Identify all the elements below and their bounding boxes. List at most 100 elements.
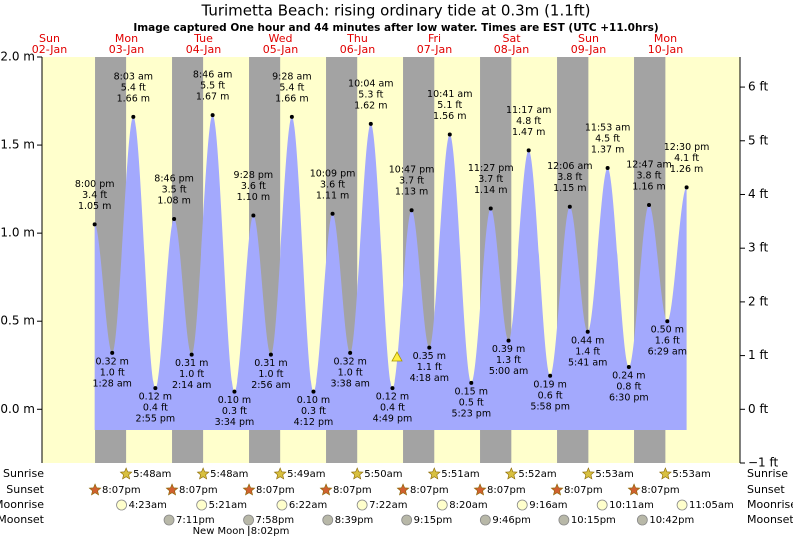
tide-label: 6:29 am bbox=[648, 347, 687, 358]
tide-label: 5.4 ft bbox=[279, 82, 304, 93]
sunset-icon bbox=[88, 483, 102, 496]
tide-label: 1:28 am bbox=[92, 378, 131, 389]
moonrise-icon bbox=[196, 499, 208, 511]
tide-label: 1.0 ft bbox=[338, 367, 363, 378]
day-name: Sat bbox=[502, 32, 521, 45]
tide-point bbox=[189, 352, 194, 357]
moonset-icon bbox=[163, 514, 175, 526]
tide-label: 1.11 m bbox=[316, 190, 349, 201]
tide-label: 5.4 ft bbox=[121, 82, 146, 93]
tide-label: 1.14 m bbox=[474, 185, 507, 196]
tide-label: 1.16 m bbox=[632, 181, 665, 192]
tide-label: 0.4 ft bbox=[143, 403, 168, 414]
tide-label: 1.62 m bbox=[354, 100, 387, 111]
tide-label: 5.3 ft bbox=[358, 89, 383, 100]
moonrise-time: 8:20am bbox=[449, 500, 487, 511]
tide-label: 3.6 ft bbox=[241, 181, 266, 192]
sunset-time: 8:07pm bbox=[641, 485, 680, 496]
tide-label: 4.8 ft bbox=[516, 116, 541, 127]
tide-point bbox=[409, 208, 414, 213]
y2-tick-label: 4 ft bbox=[748, 187, 768, 201]
tide-label: 5.1 ft bbox=[437, 100, 462, 111]
tide-point bbox=[210, 113, 215, 118]
y-tick-label: 1.5 m bbox=[0, 138, 35, 152]
tide-label: 11:17 am bbox=[506, 105, 551, 116]
moonset-icon bbox=[636, 514, 648, 526]
tide-point bbox=[526, 148, 531, 153]
sunset-icon bbox=[473, 483, 487, 496]
tide-label: 1.13 m bbox=[395, 187, 428, 198]
sunset-icon bbox=[396, 483, 410, 496]
tide-label: 1.56 m bbox=[433, 111, 466, 122]
sunset-time: 8:07pm bbox=[333, 485, 372, 496]
tide-label: 0.24 m bbox=[612, 371, 645, 382]
tide-label: 1.08 m bbox=[157, 196, 190, 207]
row-label-right: Moonrise bbox=[747, 498, 793, 511]
tide-point bbox=[506, 338, 511, 343]
tide-point bbox=[348, 350, 353, 355]
tide-label: 0.31 m bbox=[254, 358, 287, 369]
tide-point bbox=[172, 217, 177, 222]
tide-label: 1.66 m bbox=[117, 93, 150, 104]
moonrise-time: 6:22am bbox=[289, 500, 327, 511]
day-date: 09-Jan bbox=[571, 43, 607, 56]
sunrise-icon bbox=[581, 467, 595, 480]
moonrise-icon bbox=[116, 499, 127, 511]
tide-label: 0.31 m bbox=[175, 358, 208, 369]
moonset-icon bbox=[322, 514, 334, 526]
sunset-icon bbox=[165, 483, 179, 496]
moonset-time: 7:11pm bbox=[176, 515, 215, 526]
moonrise-time: 10:11am bbox=[609, 500, 654, 511]
tide-label: 2:55 pm bbox=[136, 414, 176, 425]
background-layer bbox=[42, 57, 740, 463]
moonrise-icon bbox=[436, 499, 448, 511]
tide-label: 8:46 am bbox=[193, 70, 232, 81]
tide-label: 0.8 ft bbox=[616, 382, 641, 393]
chart-subtitle: Image captured One hour and 44 minutes a… bbox=[133, 22, 658, 34]
y-tick-label: 1.0 m bbox=[0, 226, 35, 240]
row-label-left: Moonrise bbox=[0, 498, 44, 511]
moonrise-time: 9:16am bbox=[529, 500, 567, 511]
tide-label: 4:49 pm bbox=[373, 414, 413, 425]
day-name: Sun bbox=[39, 32, 60, 45]
day-date: 04-Jan bbox=[186, 43, 222, 56]
tide-label: 3.7 ft bbox=[478, 174, 503, 185]
moonset-icon bbox=[558, 514, 570, 526]
row-label-left: Sunset bbox=[6, 483, 44, 496]
sunrise-time: 5:48am bbox=[133, 469, 171, 480]
tide-point bbox=[153, 386, 158, 391]
tide-point bbox=[311, 389, 316, 394]
tide-point bbox=[110, 350, 115, 355]
moonrise-time: 7:22am bbox=[369, 500, 407, 511]
moonrise-icon bbox=[596, 499, 608, 511]
tide-point bbox=[488, 206, 493, 211]
tide-label: 0.32 m bbox=[95, 356, 128, 367]
moonrise-time: 4:23am bbox=[129, 500, 167, 511]
tide-label: 1.05 m bbox=[78, 201, 111, 212]
tide-label: 1.0 ft bbox=[100, 367, 125, 378]
tide-label: 10:41 am bbox=[427, 89, 472, 100]
day-date: 08-Jan bbox=[494, 43, 530, 56]
tide-label: 4:12 pm bbox=[294, 417, 334, 428]
tide-point bbox=[626, 365, 631, 370]
current-marker bbox=[391, 351, 403, 362]
sunrise-icon bbox=[350, 467, 364, 480]
tide-point bbox=[548, 373, 553, 378]
tide-label: 12:47 am bbox=[626, 159, 671, 170]
tide-label: 5:00 am bbox=[489, 366, 528, 377]
tide-label: 10:04 am bbox=[348, 78, 393, 89]
tide-label: 1.6 ft bbox=[655, 336, 680, 347]
sunrise-icon bbox=[119, 467, 133, 480]
tide-point bbox=[232, 389, 237, 394]
moonrise-icon bbox=[356, 499, 368, 511]
day-name: Mon bbox=[115, 32, 138, 45]
tide-point bbox=[289, 114, 294, 119]
y2-tick-label: 5 ft bbox=[748, 133, 768, 147]
moonrise-icon bbox=[516, 499, 528, 511]
day-date: 03-Jan bbox=[109, 43, 145, 56]
tide-label: 11:53 am bbox=[585, 122, 630, 133]
moonset-icon bbox=[401, 514, 413, 526]
tide-point bbox=[447, 132, 452, 137]
